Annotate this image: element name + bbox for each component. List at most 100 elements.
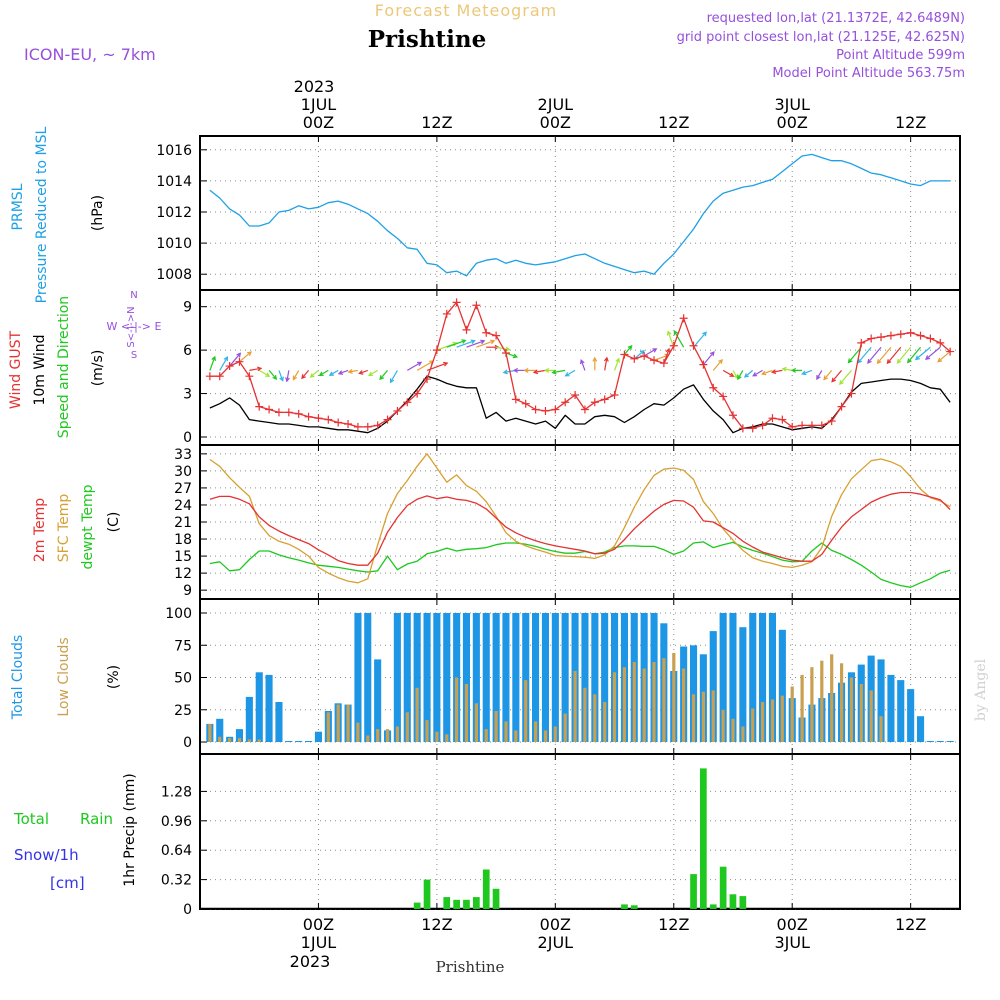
wind-arrow-head xyxy=(505,346,511,352)
wind-arrow xyxy=(732,370,738,379)
low-clouds-bar xyxy=(366,735,370,742)
footer: Prishtine by Angel xyxy=(436,658,989,976)
wind-arrow-head xyxy=(761,370,767,376)
wind-gust-marker xyxy=(659,359,668,368)
rain-bar xyxy=(690,874,697,909)
wind-gust-marker xyxy=(511,395,520,404)
panel-precip: 0 0.32 0.64 0.96 1.28 Total Rain Snow/1h [cm… xyxy=(13,753,961,918)
low-clouds-bar xyxy=(603,702,607,742)
wind-arrow-head xyxy=(544,367,550,373)
rain-bar xyxy=(709,904,717,909)
wind-arrow-head xyxy=(223,356,229,362)
wind-arrow xyxy=(722,369,734,377)
wind-gust-marker xyxy=(255,402,264,411)
wind-gust-marker xyxy=(225,362,234,371)
wind-arrow xyxy=(446,339,466,348)
low-clouds-bar xyxy=(504,721,508,742)
total-clouds-bar xyxy=(551,613,559,742)
compass-south-north: S<-|->N xyxy=(126,306,137,347)
low-clouds-bar xyxy=(326,712,330,742)
2m-temp-line xyxy=(209,491,951,566)
wind-arrow-head xyxy=(443,361,449,367)
total-clouds-bar xyxy=(265,674,273,742)
wind-arrow xyxy=(816,370,823,380)
total-clouds-bar xyxy=(492,613,500,742)
total-clouds-bar xyxy=(245,696,253,742)
total-clouds-bar xyxy=(926,741,934,742)
wind-gust-marker xyxy=(827,417,836,426)
total-clouds-bar xyxy=(601,613,609,742)
compass-west-east: W <-|-> E xyxy=(107,320,162,333)
low-clouds-bar xyxy=(346,704,350,742)
bottom-date-label: 2JUL xyxy=(538,933,574,952)
wind-arrow-head xyxy=(564,372,570,377)
panel-clouds: 0 25 50 75 100 Total Clouds Low Clouds (%) xyxy=(10,598,961,755)
wind-arrow-head xyxy=(532,369,539,375)
low-clouds-bar xyxy=(682,668,686,742)
wind-arrow xyxy=(249,367,262,371)
wind-arrow-head xyxy=(452,341,458,347)
wind-arrow xyxy=(604,357,608,371)
wind-arrow-head xyxy=(781,366,787,372)
wind-arrow xyxy=(643,348,657,357)
wind-arrow-head xyxy=(502,369,508,375)
low-clouds-bar xyxy=(849,677,853,742)
y-tick-label: 12 xyxy=(174,566,192,582)
y-tick-label: 0.64 xyxy=(161,843,192,859)
compass-north: N xyxy=(130,290,137,301)
low-clouds-bar xyxy=(721,709,725,743)
wind-arrow xyxy=(886,346,902,364)
y-tick-label: 9 xyxy=(183,583,192,599)
wind-arrow xyxy=(565,369,576,377)
wind-arrow-head xyxy=(337,370,344,375)
compass-south: S xyxy=(131,350,137,361)
wind-gust-marker xyxy=(916,331,925,340)
wind-arrow xyxy=(286,370,290,382)
point-altitude: Point Altitude 599m xyxy=(836,48,965,63)
bottom-time-label: 12Z xyxy=(658,915,689,934)
wind-gust-marker xyxy=(324,415,333,424)
total-clouds-bar xyxy=(512,613,520,742)
location-title: Prishtine xyxy=(368,26,487,53)
wind-arrow-head xyxy=(737,374,742,381)
wind-arrow xyxy=(534,369,546,373)
wind-arrow xyxy=(762,369,773,375)
wind-arrow xyxy=(292,370,300,380)
wind-arrow xyxy=(907,346,921,363)
wind-arrow xyxy=(712,359,723,371)
total-clouds-bar xyxy=(314,731,322,742)
total-clouds-bar xyxy=(216,718,224,742)
total-clouds-bar xyxy=(364,613,372,742)
wind-arrow xyxy=(258,369,270,377)
wind-gust-marker xyxy=(215,372,224,381)
wind-gust-marker xyxy=(600,395,609,404)
wind-gust-marker xyxy=(571,391,580,400)
wind-gust-marker xyxy=(620,350,629,359)
total-clouds-bar xyxy=(778,629,786,742)
bottom-date-label: 3JUL xyxy=(774,933,810,952)
pressure-label-prmsl: PRMSL xyxy=(10,183,26,230)
wind-arrow xyxy=(476,340,495,348)
rain-bar xyxy=(423,879,431,909)
wind-arrow xyxy=(925,346,941,360)
wind-gust-marker xyxy=(334,418,343,427)
header: Forecast Meteogram Prishtine ICON-EU, ~ … xyxy=(24,1,965,81)
low-clouds-bar xyxy=(247,739,251,742)
low-clouds-bar xyxy=(455,677,459,742)
wind-arrow-head xyxy=(301,374,306,380)
wind-arrow-head xyxy=(512,353,518,359)
top-time-label: 00Z xyxy=(540,113,571,132)
wind-arrow xyxy=(737,370,744,380)
y-tick-label: 24 xyxy=(174,498,192,514)
wind-gust-marker xyxy=(867,334,876,343)
top-time-label: 00Z xyxy=(303,113,334,132)
total-clouds-bar xyxy=(729,613,737,742)
wind-gust-marker xyxy=(778,415,787,424)
wind-gust-marker xyxy=(590,398,599,407)
top-time-label: 12Z xyxy=(658,113,689,132)
wind-arrow xyxy=(613,358,620,371)
wind-gust-marker xyxy=(245,372,254,381)
